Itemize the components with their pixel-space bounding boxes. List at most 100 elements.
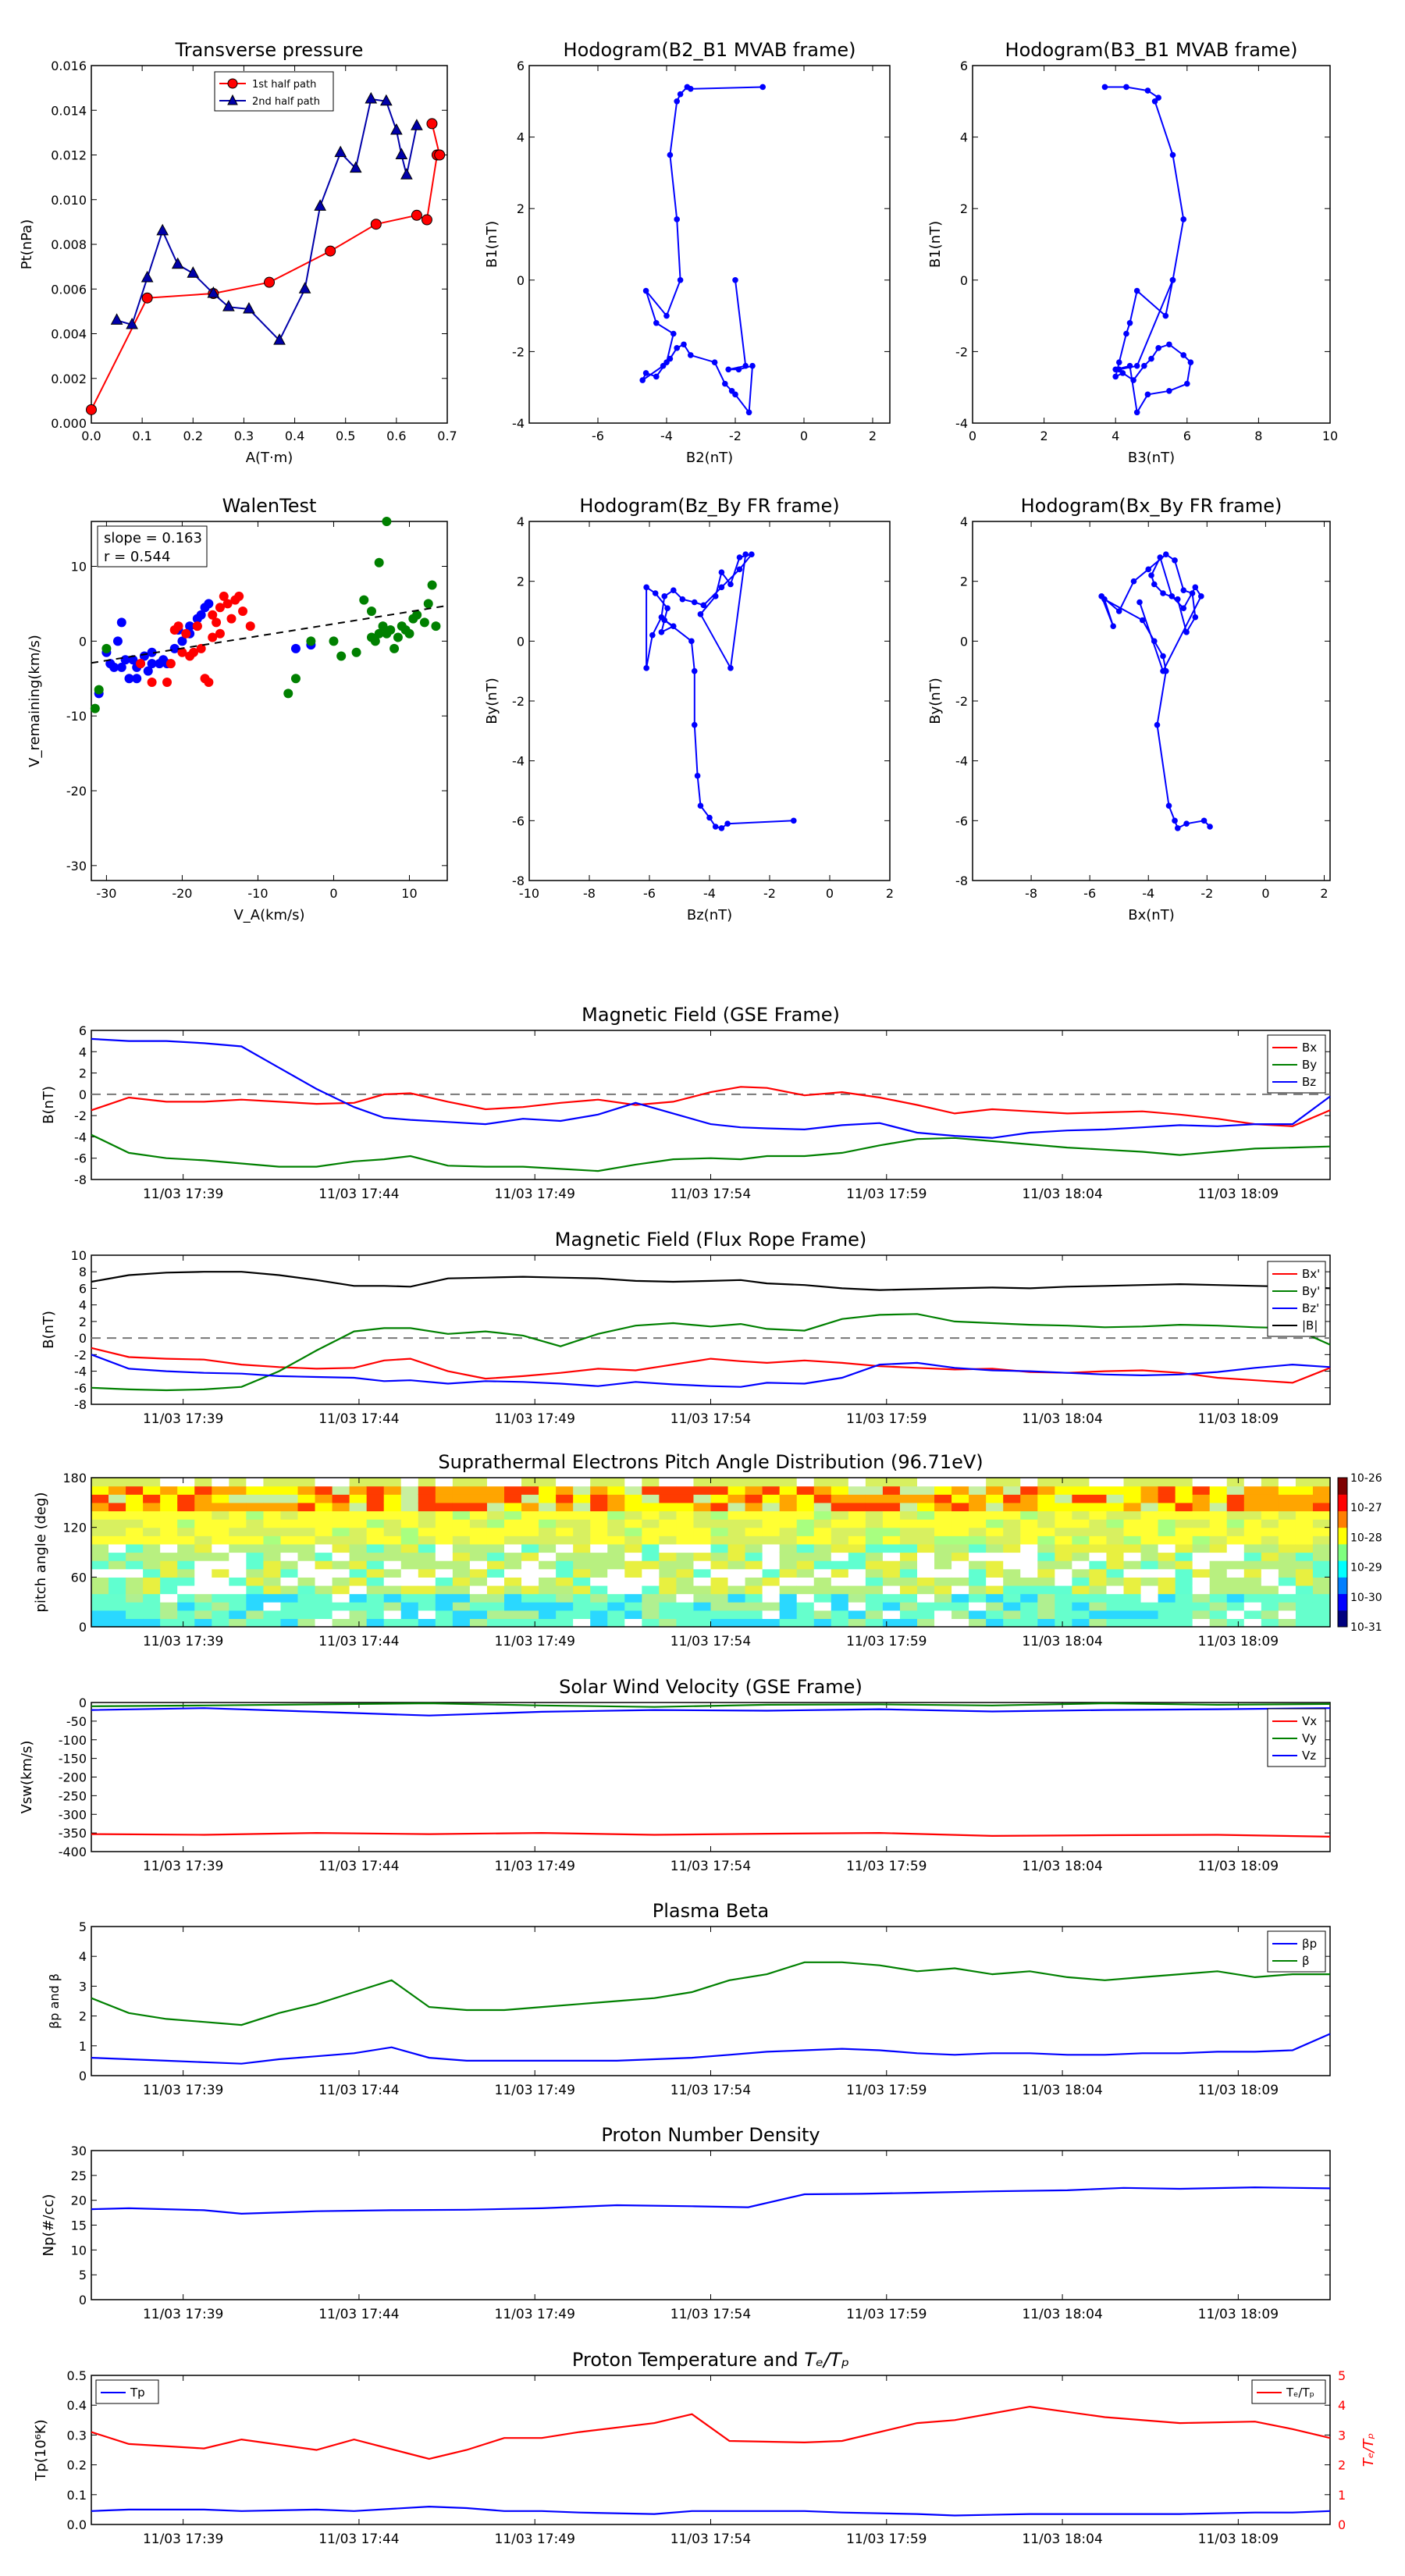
pad-cell (349, 1478, 368, 1487)
tp-point-triangle (349, 161, 362, 173)
pad-cell (659, 1602, 678, 1611)
pad-cell (882, 1527, 901, 1536)
pad-cell (762, 1568, 781, 1578)
pad-cell (607, 1568, 625, 1578)
pad-cell (779, 1610, 798, 1619)
tp2-ytick-right-label: 0 (1338, 2517, 1346, 2532)
h4-xtick-label: -6 (1083, 886, 1096, 901)
pad-cell (1175, 1527, 1193, 1536)
pad-cell (1226, 1560, 1245, 1570)
h3-xtick-label: 0 (826, 886, 834, 901)
h2-point (1180, 216, 1187, 222)
tp2-ytick-right-label: 3 (1338, 2428, 1346, 2443)
pad-cell (1020, 1568, 1038, 1578)
pad-cell (934, 1610, 952, 1619)
pad-cell (607, 1478, 625, 1487)
pad-cell (796, 1494, 815, 1503)
pad-cell (1261, 1485, 1279, 1495)
pad-cell (1106, 1535, 1125, 1545)
pad-cell (796, 1568, 815, 1578)
pad-cell (366, 1577, 385, 1586)
pad-cell (400, 1527, 419, 1536)
h4-point (1183, 629, 1190, 635)
pad-cell (212, 1543, 229, 1553)
h3-point (749, 551, 755, 557)
mffr-legend-label: |B| (1302, 1318, 1318, 1332)
h1-point (642, 287, 649, 294)
walen-point-green (374, 557, 384, 568)
pad-cell (882, 1478, 901, 1487)
pad-cell (710, 1527, 729, 1536)
walen-point-blue (128, 655, 138, 665)
h2-ytick-label: -2 (955, 344, 968, 359)
pad-cell (556, 1602, 574, 1611)
h1-xtick-label: -6 (592, 429, 604, 443)
pad-cell (642, 1543, 660, 1553)
pad-cell (418, 1618, 436, 1628)
pad-panel: Suprathermal Electrons Pitch Angle Distr… (33, 1451, 1382, 1649)
tp-ylabel: Pt(nPa) (19, 219, 35, 269)
pad-cell (194, 1519, 212, 1528)
pad-cell (951, 1560, 969, 1570)
pad-cell (108, 1519, 126, 1528)
walen-xlabel: V_A(km/s) (233, 907, 304, 923)
pad-cell (934, 1527, 952, 1536)
beta-legend-label: β (1302, 1954, 1310, 1968)
pad-cell (1278, 1519, 1297, 1528)
pad-cell (590, 1510, 608, 1520)
pad-cell (556, 1610, 574, 1619)
tp2-ytick-label: 0.5 (67, 2368, 87, 2383)
pad-cell (349, 1527, 368, 1536)
pad-cell (280, 1527, 299, 1536)
vsw-legend-label: Vx (1302, 1714, 1317, 1728)
pad-cell (108, 1552, 126, 1561)
pad-cell (263, 1485, 282, 1495)
pad-cell (727, 1478, 746, 1487)
pad-cell (1261, 1494, 1279, 1503)
pad-cell (607, 1535, 625, 1545)
h4-xtick-label: -4 (1142, 886, 1154, 901)
pad-colorbar-segment (1338, 1478, 1347, 1495)
pad-cell (917, 1494, 935, 1503)
pad-cell (1140, 1485, 1159, 1495)
pad-cell (469, 1585, 488, 1595)
pad-cell (469, 1568, 488, 1578)
pad-cell (435, 1519, 454, 1528)
h2-point (1162, 312, 1169, 319)
pad-cell (1226, 1552, 1245, 1561)
pad-cell (951, 1618, 969, 1628)
pad-cell (899, 1502, 918, 1512)
pad-colorbar-label: 10-31 (1350, 1621, 1382, 1634)
pad-cell (1020, 1560, 1038, 1570)
pad-cell (280, 1543, 299, 1553)
pad-cell (1278, 1560, 1297, 1570)
tp2-ytick-label: 0.3 (67, 2428, 87, 2443)
tp-ytick-label: 0.000 (51, 416, 87, 431)
h4-point (1098, 593, 1104, 600)
pad-cell (332, 1478, 350, 1487)
beta-ytick-label: 2 (79, 2009, 87, 2024)
pad-cell (1209, 1543, 1228, 1553)
pad-cell (1072, 1485, 1090, 1495)
pad-cell (865, 1502, 884, 1512)
pad-cell (160, 1502, 178, 1512)
pad-cell (951, 1543, 969, 1553)
pad-colorbar-label: 10-26 (1350, 1472, 1382, 1485)
h4-point (1151, 581, 1158, 588)
tp2-ylabel: Tp(10⁶K) (33, 2419, 49, 2481)
pad-cell (934, 1494, 952, 1503)
pad-cell (504, 1519, 522, 1528)
pad-cell (469, 1510, 488, 1520)
pad-cell (1140, 1618, 1159, 1628)
pad-cell (642, 1494, 660, 1503)
h1-xtick-label: -2 (729, 429, 742, 443)
pad-cell (1140, 1527, 1159, 1536)
pad-cell (469, 1593, 488, 1603)
pad-cell (710, 1510, 729, 1520)
vsw-series-Vx (91, 1831, 1331, 1838)
mfgse-ytick-label: -2 (74, 1108, 87, 1123)
tp2-title-main: Proton Temperature and (572, 2349, 804, 2371)
pad-cell (383, 1527, 402, 1536)
pad-cell (813, 1577, 832, 1586)
pad-cell (951, 1519, 969, 1528)
